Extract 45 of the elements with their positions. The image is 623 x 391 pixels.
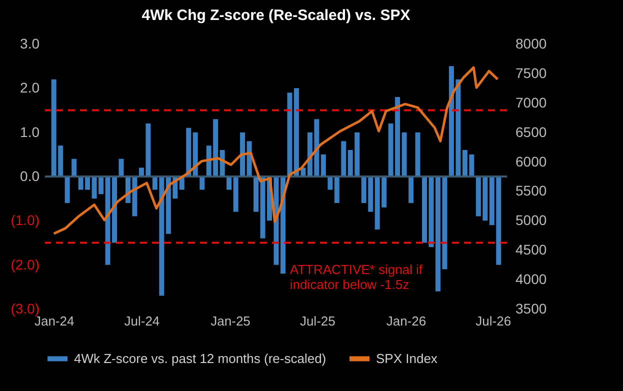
bar	[328, 176, 333, 190]
y-tick-label: (3.0)	[10, 300, 40, 316]
bar	[226, 176, 232, 190]
bar	[72, 158, 77, 176]
bar	[341, 141, 346, 176]
y-tick-label: (2.0)	[10, 256, 40, 272]
x-tick-label: Jan-26	[386, 314, 426, 328]
y-tick-label: 2.0	[20, 80, 40, 96]
y2-tick-label: 5000	[516, 212, 547, 228]
y2-tick-label: 3500	[516, 300, 547, 316]
bar	[118, 158, 124, 176]
y-tick-label: (1.0)	[10, 212, 40, 228]
bar	[233, 176, 238, 212]
y2-tick-label: 8000	[516, 36, 547, 52]
y2-tick-label: 4500	[516, 242, 547, 258]
legend-label: 4Wk Z-score vs. past 12 months (re-scaled)	[74, 350, 326, 366]
bar	[334, 176, 340, 203]
bar	[415, 132, 420, 176]
legend-label: SPX Index	[376, 350, 438, 366]
y-tick-label: 0.0	[20, 168, 40, 184]
line-series	[52, 66, 499, 235]
bar	[408, 176, 414, 203]
chart-title: 4Wk Chg Z-score (Re-Scaled) vs. SPX	[142, 7, 410, 24]
y-tick-label: 3.0	[20, 36, 40, 52]
x-tick-label: Jul-25	[300, 314, 336, 328]
y2-tick-label: 4000	[516, 271, 547, 288]
bar	[254, 176, 259, 212]
bar	[200, 176, 205, 190]
y-tick-label: 1.0	[20, 124, 40, 140]
bar	[320, 154, 326, 176]
y2-tick-label: 7000	[516, 94, 547, 110]
y2-tick-label: 6000	[516, 153, 547, 170]
bar	[402, 132, 407, 176]
x-tick-label: Jan-25	[210, 314, 250, 328]
bar	[240, 132, 246, 176]
y2-tick-label: 7500	[516, 64, 547, 81]
bar	[192, 132, 198, 176]
annotation: ATTRACTIVE* signal if indicator below -1.5z	[290, 262, 423, 292]
x-tick-label: Jul-26	[476, 314, 512, 328]
bar	[64, 176, 70, 203]
y2-tick-label: 6500	[516, 124, 547, 140]
bar	[186, 128, 192, 176]
x-tick-label: Jul-24	[124, 314, 160, 328]
bar	[287, 92, 292, 176]
y2-tick-label: 5500	[516, 182, 547, 199]
